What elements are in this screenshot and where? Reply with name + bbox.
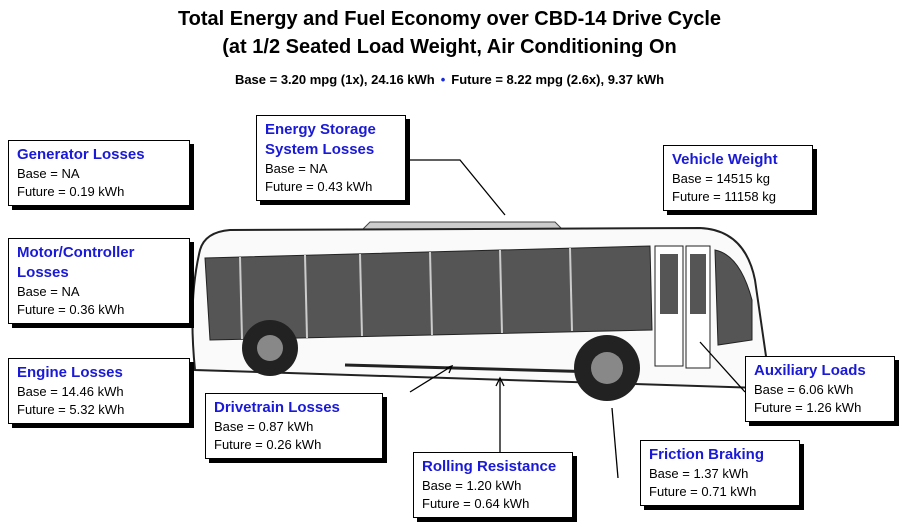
box-line: Future = 0.19 kWh xyxy=(17,184,125,199)
box-line: Base = 6.06 kWh xyxy=(754,382,854,397)
box-line: Base = 1.37 kWh xyxy=(649,466,749,481)
box-heading: Rolling Resistance xyxy=(422,458,557,475)
windshield xyxy=(714,249,753,346)
door-window xyxy=(690,254,706,314)
box-line: Base = 0.87 kWh xyxy=(214,419,314,434)
box-line: Base = NA xyxy=(17,166,80,181)
subtitle-future: Future = 8.22 mpg (2.6x), 9.37 kWh xyxy=(451,72,665,87)
side-skirt xyxy=(344,363,601,374)
box-line: Base = NA xyxy=(17,284,80,299)
box-line: Base = NA xyxy=(265,161,328,176)
window-frames xyxy=(239,247,573,340)
box-line: Future = 0.36 kWh xyxy=(17,302,125,317)
box-heading: Motor/Controller xyxy=(17,244,135,261)
box-heading: Generator Losses xyxy=(17,146,145,163)
box-line: Base = 1.20 kWh xyxy=(422,478,522,493)
callout-box: Motor/Controller Losses Base = NA Future = … xyxy=(8,238,190,324)
box-line: Base = 14.46 kWh xyxy=(17,384,124,399)
box-heading: Losses xyxy=(17,264,69,281)
callout-box: Vehicle Weight Base = 14515 kg Future = 11… xyxy=(663,145,813,211)
title-line: (at 1/2 Seated Load Weight, Air Conditio… xyxy=(222,36,677,58)
box-line: Future = 0.26 kWh xyxy=(214,437,322,452)
box-heading: Energy Storage xyxy=(265,121,376,138)
box-line: Future = 0.71 kWh xyxy=(649,484,757,499)
callout-box: Rolling Resistance Base = 1.20 kWh Future … xyxy=(413,452,573,518)
callout-box: Energy Storage System Losses Base = NA Futu… xyxy=(256,115,406,201)
callout-box: Engine Losses Base = 14.46 kWh Future = 5.… xyxy=(8,358,190,424)
title-line: Total Energy and Fuel Economy over CBD-1… xyxy=(177,8,722,30)
subtitle-base: Base = 3.20 mpg (1x), 24.16 kWh xyxy=(234,72,435,87)
box-heading: Vehicle Weight xyxy=(672,151,778,168)
door-window xyxy=(660,254,678,314)
callout-box: Auxiliary Loads Base = 6.06 kWh Future = 1… xyxy=(745,356,895,422)
windows xyxy=(204,245,653,341)
callout-box: Generator Losses Base = NA Future = 0.19 k… xyxy=(8,140,190,206)
callout-box: Drivetrain Losses Base = 0.87 kWh Future =… xyxy=(205,393,383,459)
box-heading: Engine Losses xyxy=(17,364,123,381)
box-line: Base = 14515 kg xyxy=(672,171,770,186)
box-heading: Auxiliary Loads xyxy=(754,362,866,379)
callout-box: Friction Braking Base = 1.37 kWh Future = … xyxy=(640,440,800,506)
subtitle: Base = 3.20 mpg (1x), 24.16 kWh • Future =… xyxy=(0,72,899,87)
box-heading: Drivetrain Losses xyxy=(214,399,340,416)
hub xyxy=(591,352,623,384)
hub xyxy=(257,335,283,361)
separator: • xyxy=(440,72,446,87)
box-heading: Friction Braking xyxy=(649,446,765,463)
box-heading: System Losses xyxy=(265,141,375,158)
box-line: Future = 11158 kg xyxy=(672,189,776,204)
box-line: Future = 5.32 kWh xyxy=(17,402,125,417)
leader-lines xyxy=(405,159,746,479)
box-line: Future = 0.64 kWh xyxy=(422,496,530,511)
box-line: Future = 0.43 kWh xyxy=(265,179,373,194)
box-line: Future = 1.26 kWh xyxy=(754,400,862,415)
